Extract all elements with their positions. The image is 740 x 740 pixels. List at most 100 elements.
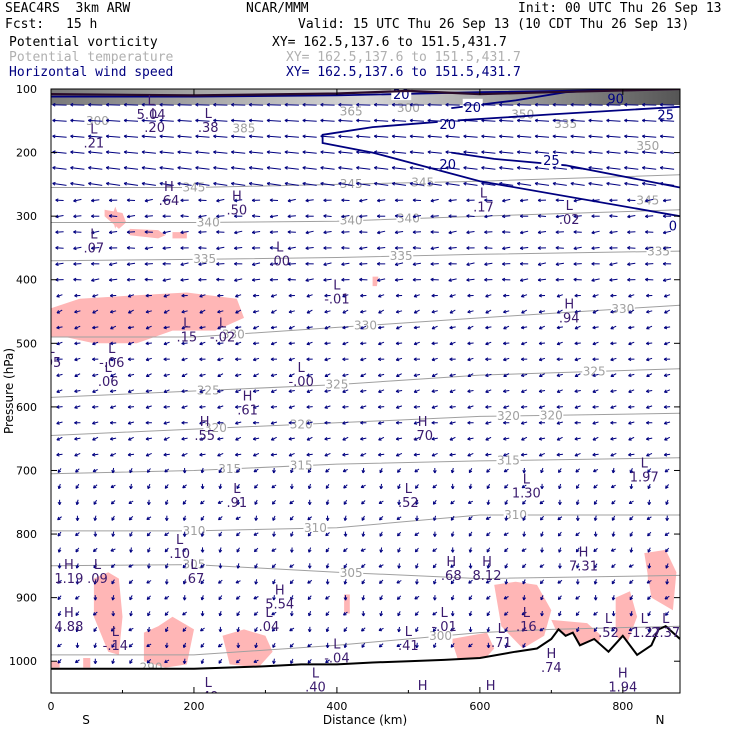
theta-label-bg [582,364,607,378]
wind-vector [662,261,672,266]
wind-vector [449,436,456,441]
wind-vector [449,405,456,409]
wind-vector [270,373,278,378]
wind-head [162,200,166,203]
theta-label-305: 305 [183,558,206,572]
wind-head [73,200,77,203]
wind-vector [325,579,330,585]
wind-vector [520,421,528,425]
wind-vector [520,357,528,362]
wind-vector [181,341,188,346]
wind-vector [502,277,511,282]
wind-vector [235,452,242,457]
wind-vector [609,198,618,203]
wind-shaft [106,119,121,122]
wind-shaft [287,215,296,217]
wind-vector [409,166,424,170]
wind-vector [467,420,474,425]
wind-vector [342,373,349,378]
wind-vector [430,214,439,219]
wind-head [324,407,328,409]
wind-vector [288,341,295,346]
wind-head [306,358,310,362]
theta-label-315: 315 [290,459,313,473]
wind-vector [145,341,152,346]
wind-head [195,182,199,186]
wind-vector [52,118,67,123]
wind-head [409,119,413,123]
wind-vector [627,277,636,282]
wind-vector [341,245,350,250]
wind-vector [52,181,67,186]
wind-vector [628,452,635,457]
wind-vector [659,134,675,139]
wind-vector [123,118,139,123]
wind-vector [342,341,349,346]
theta-label-bg [192,252,217,266]
wind-vector [663,405,671,409]
wind-vector [216,230,225,234]
wind-shaft [216,198,225,202]
wind-head [217,438,221,441]
wind-vector [123,181,139,186]
wind-head [338,167,342,170]
wind-vector [199,452,206,457]
field-wind-xy: XY= 162.5,137.6 to 151.5,431.7 [286,65,521,80]
wind-shaft [374,151,389,154]
wind-vector [181,357,188,362]
wind-vector [129,547,133,553]
wind-vector [91,246,100,250]
wind-head [284,183,288,186]
wind-vector [644,246,654,251]
wind-head [646,295,650,298]
wind-shaft [198,215,207,218]
wind-vector [253,596,259,600]
wind-vector [449,357,456,362]
wind-vector [395,420,403,425]
wind-vector [591,230,600,235]
wind-vector [254,484,259,489]
wind-vector [320,118,335,123]
wind-vector [485,389,492,393]
wind-vector [592,357,599,362]
wind-head [338,104,342,107]
wind-head [356,104,360,107]
wind-shaft [588,167,603,170]
wind-vector [325,547,330,553]
wind-vector [218,563,223,569]
wind-shaft [645,215,654,217]
wind-head [645,279,649,282]
wind-head [235,423,239,425]
wind-shaft [517,167,532,170]
wind-vector [56,421,63,425]
wind-head [236,598,240,600]
wind-head [141,167,145,170]
wind-vector [306,357,313,362]
wind-vector [609,214,618,218]
wind-head [592,358,596,362]
wind-vector [108,278,118,282]
wind-vector [70,102,85,107]
wind-vector [217,293,224,298]
wind-vector [272,642,276,648]
wind-vector [570,150,585,155]
wind-vector [663,421,671,425]
wind-head [360,311,364,314]
wind-vector [431,420,438,425]
wind-head [484,231,488,235]
wind-vector [341,262,350,266]
wind-vector [449,389,456,393]
wind-head [284,151,288,155]
wind-shaft [660,119,675,122]
wind-head [360,359,364,362]
wind-vector [485,373,492,378]
wind-vector [646,357,653,362]
wind-vector [499,166,514,170]
wind-shaft [642,151,657,154]
wind-head [213,167,217,170]
wind-vector [537,198,547,203]
wind-vector [57,611,62,617]
wind-vector [504,547,509,553]
wind-vector [395,357,403,362]
wind-vector [555,245,564,250]
